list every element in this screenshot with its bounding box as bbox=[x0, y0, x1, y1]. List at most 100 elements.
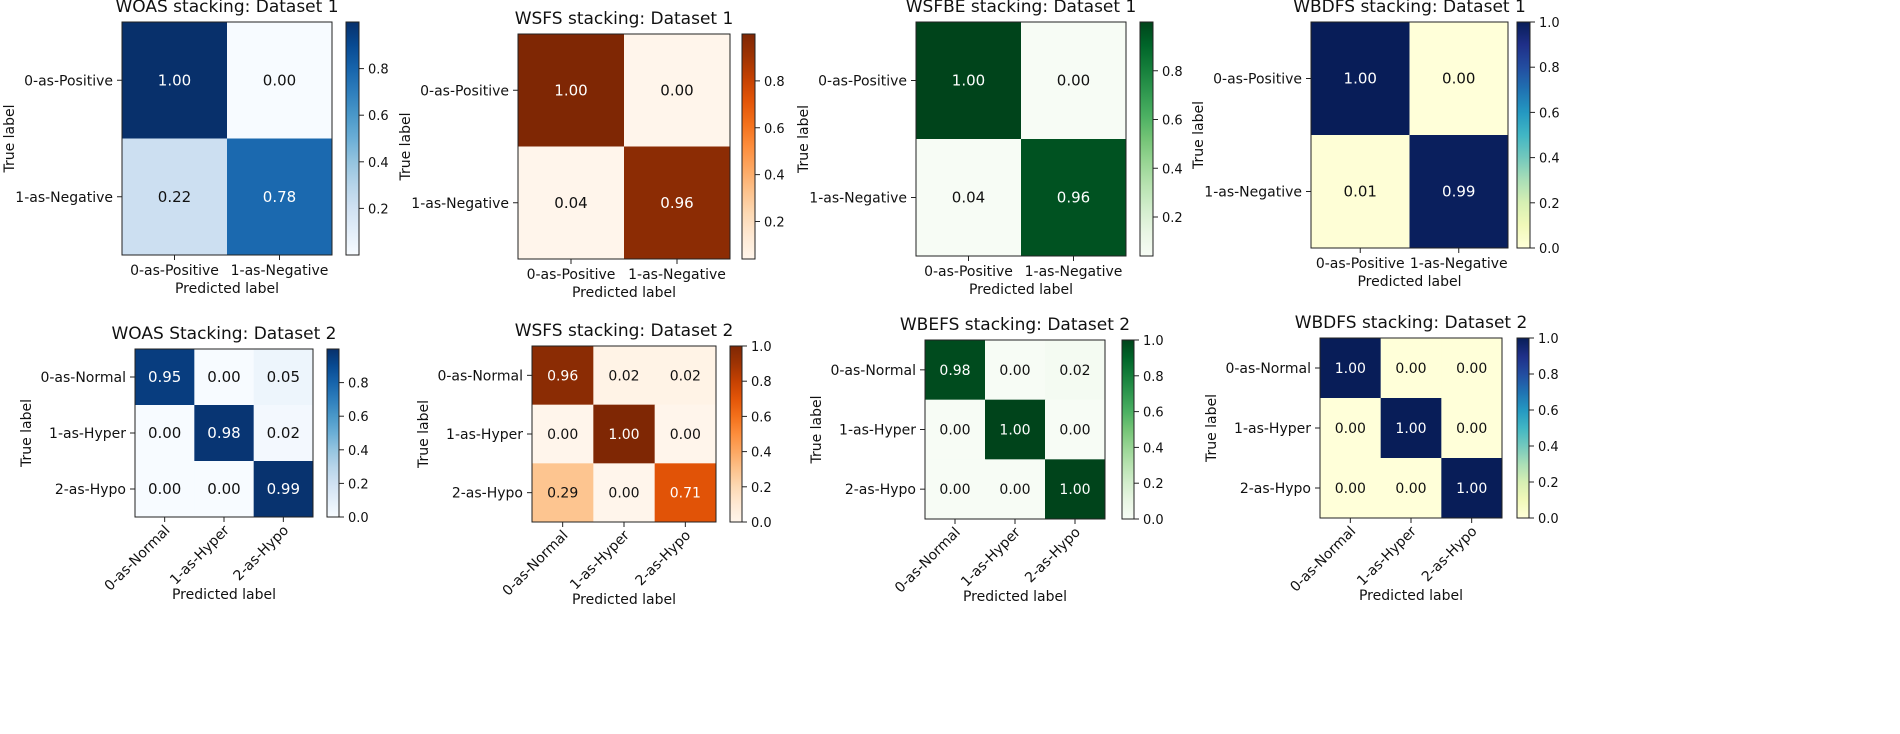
cell-value-label: 1.00 bbox=[1395, 421, 1426, 437]
heatmap-cell bbox=[985, 459, 1046, 520]
chart-title: WBEFS stacking: Dataset 2 bbox=[900, 315, 1130, 335]
heatmap-cell bbox=[1441, 338, 1503, 399]
chart-title: WOAS stacking: Dataset 1 bbox=[115, 0, 338, 17]
colorbar-tick-label: 0.4 bbox=[1538, 440, 1559, 455]
colorbar bbox=[741, 33, 756, 260]
colorbar-tick-label: 0.6 bbox=[1162, 114, 1183, 129]
heatmap-cell bbox=[1441, 458, 1503, 519]
cell-value-label: 0.96 bbox=[1057, 189, 1090, 207]
cell-value-label: 0.02 bbox=[1059, 363, 1090, 379]
x-tick-label: 2-as-Hypo bbox=[1419, 524, 1481, 586]
heatmap-cell bbox=[985, 399, 1046, 460]
colorbar bbox=[1139, 21, 1154, 257]
heatmap-cell bbox=[654, 404, 717, 464]
y-tick-label: 1-as-Hyper bbox=[839, 423, 916, 439]
y-tick-label: 1-as-Negative bbox=[15, 190, 113, 206]
colorbar-tick-label: 0.4 bbox=[751, 446, 772, 461]
heatmap-cell bbox=[532, 463, 594, 523]
y-tick-label: 1-as-Negative bbox=[411, 196, 509, 212]
cell-value-label: 0.00 bbox=[670, 427, 701, 443]
heatmap-frame bbox=[517, 33, 731, 260]
colorbar-tick-label: 0.0 bbox=[1538, 512, 1559, 527]
colorbar-tick-label: 0.6 bbox=[368, 109, 389, 124]
cell-value-label: 0.99 bbox=[267, 480, 300, 498]
heatmap-cell bbox=[135, 405, 195, 462]
heatmap-cell bbox=[1380, 398, 1442, 459]
y-axis-label: True label bbox=[1204, 394, 1220, 463]
x-axis-label: Predicted label bbox=[175, 281, 279, 297]
y-axis-label: True label bbox=[398, 112, 414, 181]
cell-value-label: 1.00 bbox=[1344, 70, 1377, 88]
heatmap-cell bbox=[135, 349, 195, 406]
y-tick-label: 1-as-Negative bbox=[1204, 185, 1302, 201]
confusion-matrix-panel: WBEFS stacking: Dataset 2 0.98 0.00 0.02 0.0… bbox=[809, 315, 1164, 605]
cell-value-label: 1.00 bbox=[999, 423, 1030, 439]
cell-value-label: 1.00 bbox=[1456, 481, 1487, 497]
y-axis-label: True label bbox=[19, 399, 35, 468]
colorbar-tick-label: 0.0 bbox=[348, 511, 369, 526]
x-tick-label: 2-as-Hypo bbox=[231, 523, 293, 585]
colorbar-tick-label: 0.2 bbox=[368, 202, 389, 217]
cell-value-label: 0.00 bbox=[547, 427, 578, 443]
cell-value-label: 0.00 bbox=[1057, 72, 1090, 90]
heatmap-frame bbox=[1310, 21, 1509, 249]
colorbar-tick-label: 1.0 bbox=[1143, 334, 1164, 349]
colorbar-tick-label: 1.0 bbox=[1538, 332, 1559, 347]
colorbar-tick-label: 0.4 bbox=[1539, 152, 1560, 167]
x-tick-label: 2-as-Hypo bbox=[1022, 525, 1084, 587]
x-tick-label: 0-as-Normal bbox=[1287, 524, 1359, 596]
cell-value-label: 0.00 bbox=[660, 81, 693, 99]
cell-value-label: 0.00 bbox=[1456, 421, 1487, 437]
y-tick-label: 2-as-Hypo bbox=[845, 482, 916, 498]
heatmap-cell bbox=[253, 349, 314, 406]
x-tick-label: 1-as-Hyper bbox=[1354, 523, 1420, 589]
x-tick-label: 1-as-Hyper bbox=[167, 522, 233, 588]
chart-title: WOAS Stacking: Dataset 2 bbox=[112, 324, 337, 344]
cell-value-label: 0.00 bbox=[1456, 361, 1487, 377]
colorbar-tick-label: 1.0 bbox=[751, 340, 772, 355]
cell-value-label: 0.04 bbox=[952, 189, 985, 207]
heatmap-cell bbox=[194, 461, 255, 518]
cell-value-label: 0.02 bbox=[608, 368, 639, 384]
x-axis-label: Predicted label bbox=[572, 592, 676, 608]
colorbar-tick-label: 0.2 bbox=[1538, 476, 1559, 491]
colorbar-tick-label: 0.2 bbox=[348, 477, 369, 492]
cell-value-label: 0.96 bbox=[660, 194, 693, 212]
y-axis-label: True label bbox=[796, 105, 812, 174]
cell-value-label: 0.00 bbox=[1059, 423, 1090, 439]
confusion-matrix-panel: WSFS stacking: Dataset 1 1.00 0.00 0.04 0.96… bbox=[398, 9, 785, 301]
x-tick-label: 0-as-Positive bbox=[527, 267, 616, 283]
heatmap-cell bbox=[1045, 459, 1106, 520]
colorbar bbox=[1516, 337, 1530, 519]
colorbar-tick-label: 0.4 bbox=[368, 156, 389, 171]
cell-value-label: 0.00 bbox=[207, 480, 240, 498]
confusion-matrix-panel: WBDFS stacking: Dataset 2 1.00 0.00 0.00 0.0… bbox=[1204, 313, 1559, 604]
x-tick-label: 1-as-Negative bbox=[1025, 264, 1123, 280]
heatmap-cell bbox=[925, 340, 986, 401]
cell-value-label: 0.00 bbox=[999, 482, 1030, 498]
cell-value-label: 0.00 bbox=[608, 486, 639, 502]
y-tick-label: 1-as-Hyper bbox=[1234, 421, 1311, 437]
x-tick-label: 0-as-Positive bbox=[1316, 256, 1405, 272]
x-axis-label: Predicted label bbox=[172, 587, 276, 603]
colorbar-tick-label: 0.6 bbox=[764, 122, 785, 137]
cell-value-label: 1.00 bbox=[1059, 482, 1090, 498]
cell-value-label: 0.95 bbox=[148, 368, 181, 386]
heatmap-cell bbox=[1441, 398, 1503, 459]
x-axis-label: Predicted label bbox=[969, 282, 1073, 298]
heatmap-cell bbox=[593, 463, 656, 523]
heatmap-cell bbox=[593, 404, 656, 464]
heatmap-cell bbox=[654, 346, 717, 406]
colorbar-tick-label: 0.2 bbox=[1143, 477, 1164, 492]
colorbar bbox=[1516, 21, 1531, 249]
heatmap-cell bbox=[532, 404, 594, 464]
heatmap-cell bbox=[1021, 22, 1127, 140]
x-axis-label: Predicted label bbox=[572, 285, 676, 301]
heatmap-cell bbox=[122, 22, 228, 139]
cell-value-label: 0.02 bbox=[670, 368, 701, 384]
x-tick-label: 0-as-Normal bbox=[500, 528, 572, 600]
x-tick-label: 1-as-Negative bbox=[231, 263, 329, 279]
colorbar-tick-label: 0.8 bbox=[764, 75, 785, 90]
colorbar-tick-label: 0.4 bbox=[348, 444, 369, 459]
x-tick-label: 1-as-Hyper bbox=[567, 527, 633, 593]
